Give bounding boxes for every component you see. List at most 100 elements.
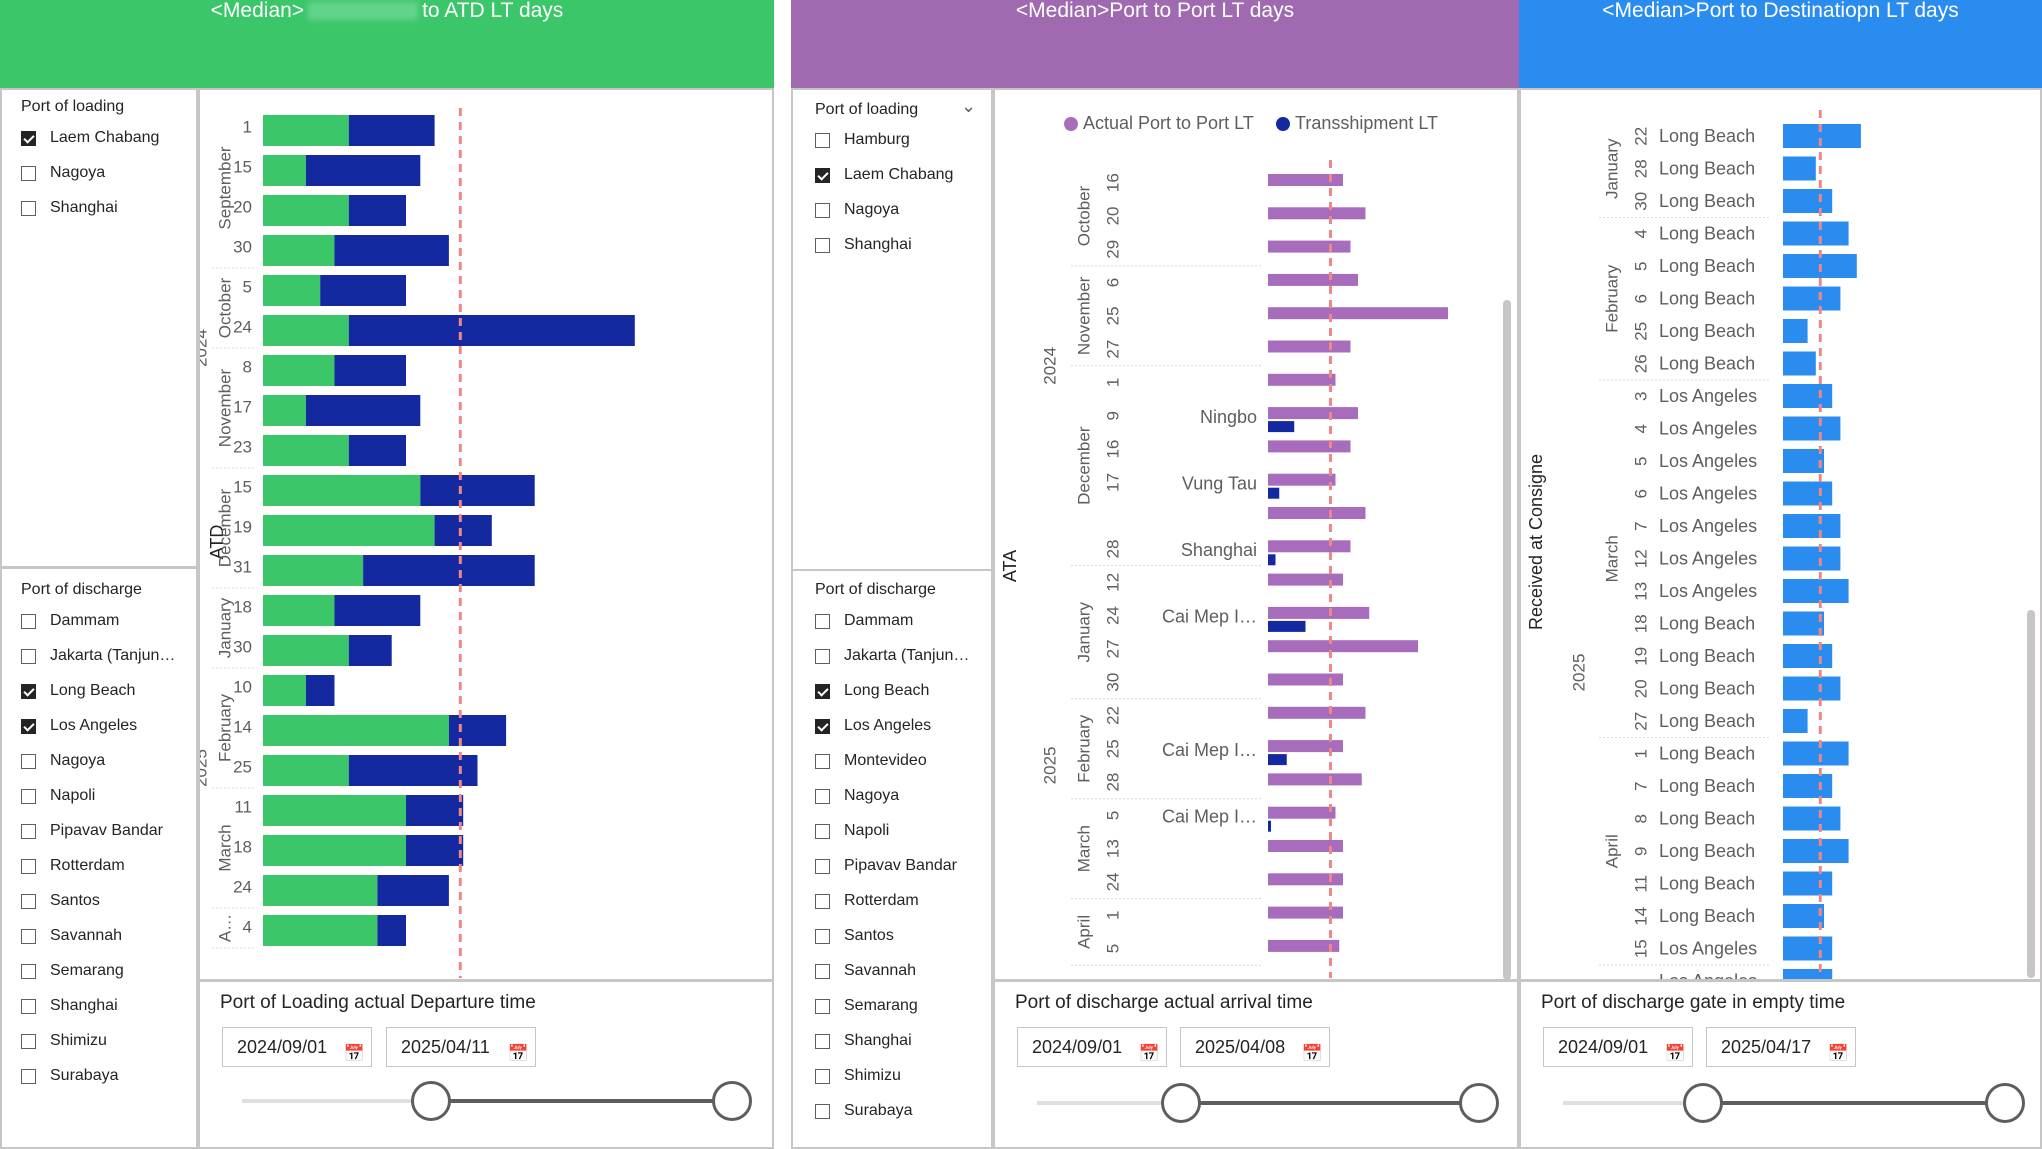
checkbox[interactable]	[815, 963, 830, 979]
slicer-item[interactable]: Los Angeles	[815, 717, 931, 735]
slicer-item[interactable]: Santos	[21, 892, 100, 910]
checkbox[interactable]	[21, 963, 36, 979]
checkbox[interactable]	[21, 893, 36, 909]
checkbox[interactable]	[815, 823, 830, 839]
slicer-item[interactable]: Dammam	[815, 612, 913, 630]
slicer-item[interactable]: Shimizu	[815, 1067, 901, 1085]
checkbox[interactable]	[815, 237, 830, 253]
checkbox[interactable]	[815, 788, 830, 804]
slicer-item[interactable]: Laem Chabang	[815, 166, 953, 184]
slicer-item[interactable]: Montevideo	[815, 752, 927, 770]
checkbox[interactable]	[21, 788, 36, 804]
checkbox[interactable]	[815, 683, 830, 699]
slicer-item[interactable]: Los Angeles	[21, 717, 137, 735]
slicer-item[interactable]: Rotterdam	[21, 857, 125, 875]
slider-start-handle[interactable]	[1683, 1083, 1723, 1123]
calendar-icon[interactable]: 📅	[343, 1044, 365, 1063]
end-date-input[interactable]: 2025/04/08 📅	[1180, 1027, 1330, 1067]
slicer-item[interactable]: Long Beach	[21, 682, 135, 700]
slider-start-handle[interactable]	[411, 1081, 451, 1121]
calendar-icon[interactable]: 📅	[1301, 1044, 1323, 1063]
checkbox[interactable]	[815, 998, 830, 1014]
checkbox[interactable]	[815, 648, 830, 664]
checkbox[interactable]	[815, 1068, 830, 1084]
checkbox[interactable]	[21, 823, 36, 839]
checkbox[interactable]	[21, 683, 36, 699]
checkbox[interactable]	[21, 1068, 36, 1084]
calendar-icon[interactable]: 📅	[507, 1044, 529, 1063]
end-date-input[interactable]: 2025/04/11 📅	[386, 1027, 536, 1067]
slicer-item[interactable]: Hamburg	[815, 131, 910, 149]
slicer-item[interactable]: Semarang	[21, 962, 124, 980]
checkbox[interactable]	[21, 753, 36, 769]
port-label: Long Beach	[1659, 808, 1755, 828]
slicer-item[interactable]: Savannah	[815, 962, 916, 980]
slicer-item[interactable]: Napoli	[815, 822, 889, 840]
calendar-icon[interactable]: 📅	[1138, 1044, 1160, 1063]
checkbox[interactable]	[815, 893, 830, 909]
checkbox[interactable]	[815, 753, 830, 769]
slicer-item[interactable]: Long Beach	[815, 682, 929, 700]
checkbox[interactable]	[21, 200, 36, 216]
slicer-item[interactable]: Nagoya	[21, 752, 105, 770]
checkbox[interactable]	[815, 202, 830, 218]
slicer-item[interactable]: Semarang	[815, 997, 918, 1015]
checkbox[interactable]	[815, 132, 830, 148]
axis-year-label: 2024	[1040, 347, 1059, 385]
chart-scrollbar[interactable]	[2027, 610, 2035, 978]
start-date-input[interactable]: 2024/09/01 📅	[1543, 1027, 1693, 1067]
chart-scrollbar[interactable]	[1503, 300, 1511, 980]
checkbox[interactable]	[21, 130, 36, 146]
checkbox[interactable]	[815, 1103, 830, 1119]
slicer-item[interactable]: Laem Chabang	[21, 129, 159, 147]
chevron-down-icon[interactable]: ⌄	[961, 96, 977, 116]
slider-start-handle[interactable]	[1161, 1083, 1201, 1123]
start-date-input[interactable]: 2024/09/01 📅	[1017, 1027, 1167, 1067]
checkbox[interactable]	[815, 613, 830, 629]
checkbox[interactable]	[815, 718, 830, 734]
axis-month-label: November	[215, 368, 234, 447]
slider-end-handle[interactable]	[712, 1081, 752, 1121]
slicer-item[interactable]: Nagoya	[815, 787, 899, 805]
slicer-item[interactable]: Nagoya	[815, 201, 899, 219]
slicer-item[interactable]: Surabaya	[21, 1067, 119, 1085]
slicer-item[interactable]: Shanghai	[21, 199, 118, 217]
checkbox[interactable]	[21, 718, 36, 734]
slicer-item[interactable]: Jakarta (Tanjun…	[815, 647, 969, 665]
slicer-item[interactable]: Pipavav Bandar	[815, 857, 957, 875]
slicer-item[interactable]: Rotterdam	[815, 892, 919, 910]
slicer-item[interactable]: Shanghai	[21, 997, 118, 1015]
bar-segment-green	[263, 315, 349, 346]
checkbox[interactable]	[815, 167, 830, 183]
checkbox[interactable]	[21, 858, 36, 874]
slider-end-handle[interactable]	[1459, 1083, 1499, 1123]
slicer-item[interactable]: Nagoya	[21, 164, 105, 182]
calendar-icon[interactable]: 📅	[1827, 1044, 1849, 1063]
start-date-input[interactable]: 2024/09/01 📅	[222, 1027, 372, 1067]
slicer-item[interactable]: Shimizu	[21, 1032, 107, 1050]
checkbox[interactable]	[815, 1033, 830, 1049]
checkbox[interactable]	[815, 858, 830, 874]
slicer-item[interactable]: Shanghai	[815, 1032, 912, 1050]
slicer-item[interactable]: Shanghai	[815, 236, 912, 254]
slider-end-handle[interactable]	[1985, 1083, 2025, 1123]
checkbox[interactable]	[815, 928, 830, 944]
slicer-item[interactable]: Santos	[815, 927, 894, 945]
slicer-item[interactable]: Savannah	[21, 927, 122, 945]
checkbox[interactable]	[21, 165, 36, 181]
header-title: <Median>Port to Destinatiopn LT days	[1602, 0, 1959, 22]
checkbox[interactable]	[21, 648, 36, 664]
slicer-item[interactable]: Jakarta (Tanjun…	[21, 647, 175, 665]
slicer-item[interactable]: Dammam	[21, 612, 119, 630]
checkbox[interactable]	[21, 998, 36, 1014]
checkbox[interactable]	[21, 613, 36, 629]
end-date-input[interactable]: 2025/04/17 📅	[1706, 1027, 1856, 1067]
slicer-item[interactable]: Pipavav Bandar	[21, 822, 163, 840]
port-label: Long Beach	[1659, 873, 1755, 893]
checkbox[interactable]	[21, 1033, 36, 1049]
checkbox[interactable]	[21, 928, 36, 944]
transship-port-label: Cai Mep I…	[1162, 607, 1257, 627]
calendar-icon[interactable]: 📅	[1664, 1044, 1686, 1063]
slicer-item[interactable]: Napoli	[21, 787, 95, 805]
slicer-item[interactable]: Surabaya	[815, 1102, 913, 1120]
